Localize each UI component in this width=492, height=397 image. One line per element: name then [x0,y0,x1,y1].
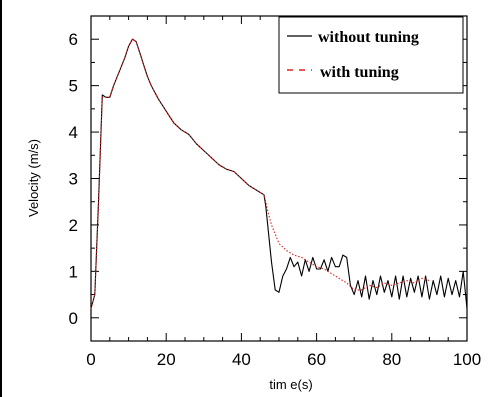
y-tick-label: 0 [69,309,78,328]
x-tick-label: 60 [307,350,326,369]
legend-label-without-tuning: without tuning [318,29,419,46]
x-axis-label: tim e(s) [269,377,312,392]
x-tick-label: 100 [453,350,481,369]
y-tick-label: 5 [69,77,78,96]
y-tick-label: 6 [69,30,78,49]
y-axis-ticks: 0 1 2 3 4 5 6 [69,30,467,328]
y-tick-label: 3 [69,170,78,189]
y-tick-label: 4 [69,123,78,142]
series-line-with-tuning [90,38,430,309]
legend: without tuning with tuning [278,16,464,94]
x-tick-label: 0 [86,350,95,369]
y-tick-label: 1 [69,262,78,281]
y-tick-label: 2 [69,216,78,235]
x-tick-label: 80 [382,350,401,369]
y-axis-label: Velocity (m/s) [26,139,41,217]
series-layer [90,38,468,309]
legend-label-with-tuning: with tuning [320,64,399,81]
x-tick-label: 20 [157,350,176,369]
legend-box [278,16,464,94]
x-tick-label: 40 [232,350,251,369]
x-axis-ticks: 0 20 40 60 80 100 [86,16,481,369]
